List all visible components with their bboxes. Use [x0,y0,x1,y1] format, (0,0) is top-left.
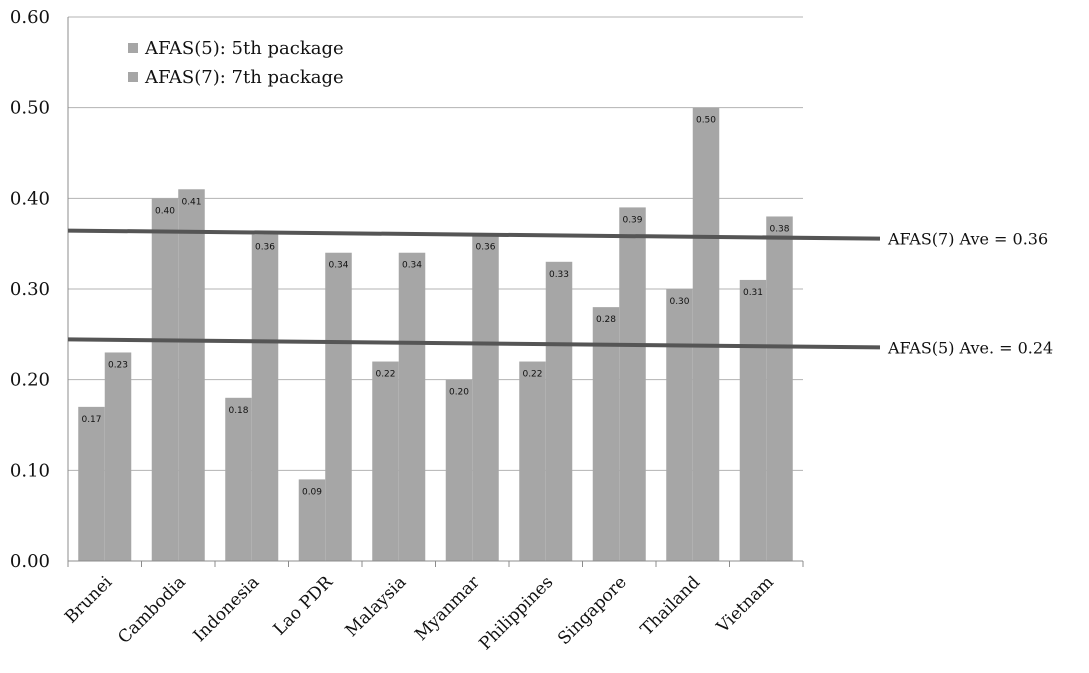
data-label: 0.09 [302,487,322,497]
bar-afas7 [472,234,499,561]
x-category-label: Vietnam [712,572,777,637]
data-label: 0.34 [402,261,422,271]
reference-line [67,337,881,350]
bar-afas7 [325,252,352,561]
bar-afas7 [766,216,793,561]
data-label: 0.23 [108,360,128,370]
x-category-label: Philippines [476,572,558,654]
data-label: 0.22 [375,370,395,380]
bar-afas7 [251,234,279,561]
bar-afas5 [592,307,620,561]
x-category-label: Singapore [554,572,631,649]
bar-afas5 [225,397,252,561]
data-label: 0.33 [549,270,569,280]
y-tick-label: 0.20 [10,370,50,391]
x-category-label: Indonesia [190,572,264,646]
data-label: 0.50 [696,116,716,126]
data-label: 0.30 [669,297,689,307]
x-category-label: Cambodia [114,572,190,648]
data-label: 0.28 [596,315,616,325]
data-label: 0.40 [155,206,175,216]
data-label: 0.38 [769,224,789,234]
data-label: 0.36 [255,243,275,253]
data-label: 0.31 [743,288,763,298]
legend-label: AFAS(5): 5th package [144,38,344,59]
bar-afas7 [619,207,646,561]
bar-afas7 [692,107,720,562]
legend-swatch [128,43,138,53]
legend: AFAS(5): 5th package AFAS(7): 7th package [128,38,344,88]
reference-line [67,228,881,241]
x-category-label: Thailand [637,572,704,639]
data-label: 0.36 [475,243,495,253]
x-category-label: Myanmar [411,572,484,645]
data-label: 0.39 [622,215,642,225]
reference-line-label: AFAS(7) Ave = 0.36 [887,230,1048,249]
bar-afas7 [398,252,426,561]
x-category-label: Lao PDR [270,572,338,640]
bar-afas7 [545,261,573,561]
data-label: 0.22 [522,370,542,380]
bar-afas5 [151,198,179,562]
data-label: 0.34 [328,261,348,271]
bar-afas5 [78,406,105,561]
data-label: 0.41 [181,197,201,207]
y-tick-label: 0.00 [10,551,50,572]
bar-afas5 [372,361,399,561]
data-label: 0.18 [228,406,248,416]
y-tick-label: 0.60 [10,7,50,28]
y-tick-label: 0.30 [10,279,50,300]
bar-afas5 [519,361,546,561]
legend-label: AFAS(7): 7th package [144,67,344,88]
y-tick-label: 0.10 [10,460,50,481]
reference-line-label: AFAS(5) Ave. = 0.24 [887,338,1053,357]
data-labels: 0.17 0.23 0.40 0.41 0.18 0.36 0.09 0.34 0.22 0.34… [81,116,789,498]
bars [78,107,793,562]
bar-afas7 [178,189,205,561]
data-label: 0.20 [449,388,469,398]
bar-afas5 [739,279,767,561]
x-category-label: Brunei [61,572,117,628]
y-tick-label: 0.50 [10,98,50,119]
x-category-label: Malaysia [342,572,411,641]
bar-afas5 [298,479,326,561]
bar-afas7 [104,352,132,561]
legend-swatch [128,72,138,82]
bar-afas5 [445,379,473,561]
y-tick-label: 0.40 [10,188,50,209]
bar-afas5 [666,289,693,561]
reference-lines: AFAS(7) Ave = 0.36 AFAS(5) Ave. = 0.24 [67,228,1053,357]
data-label: 0.17 [81,415,101,425]
